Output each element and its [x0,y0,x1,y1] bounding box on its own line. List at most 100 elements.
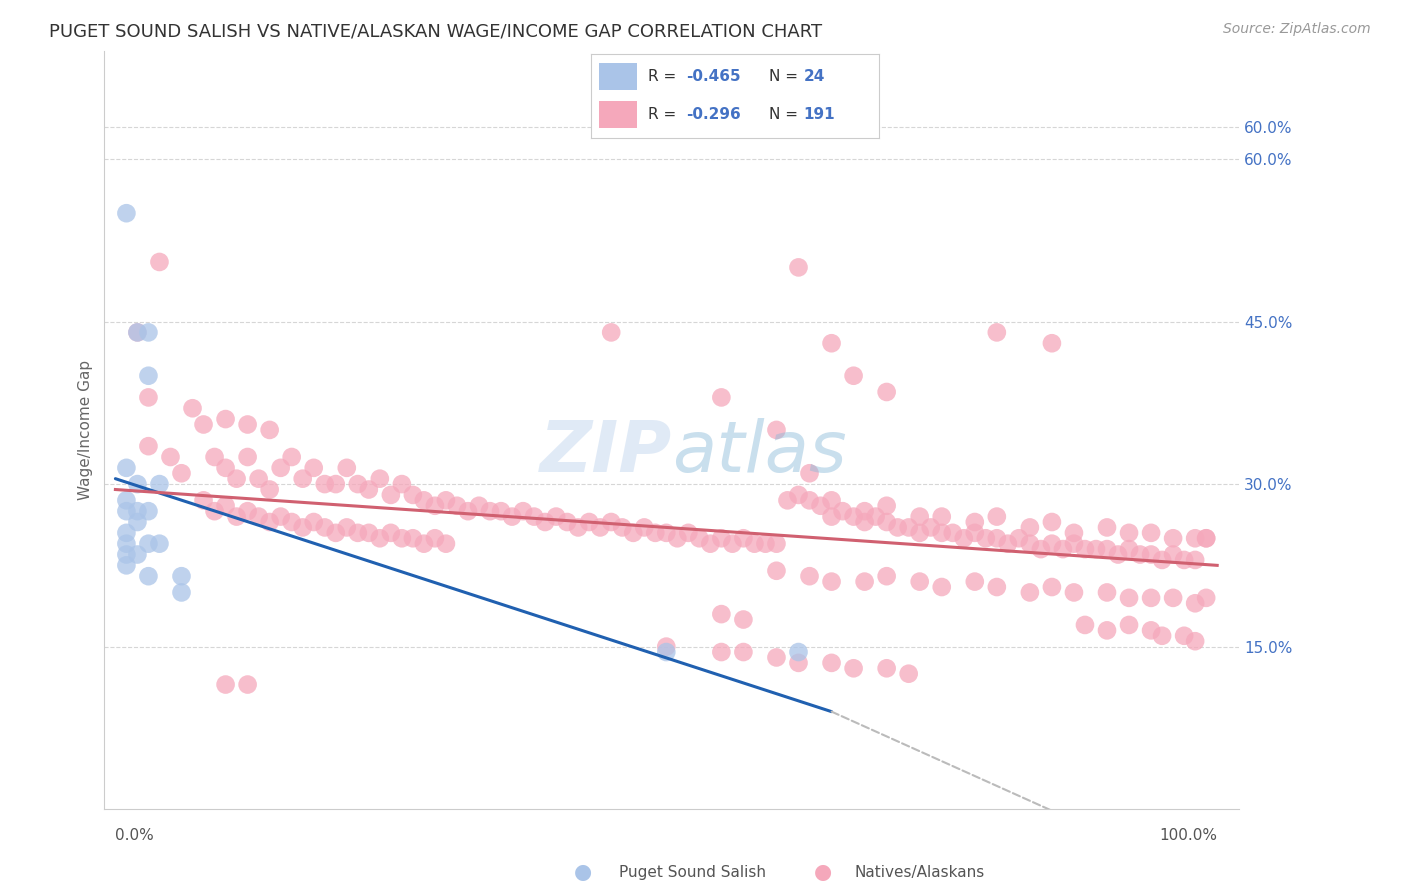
Text: -0.296: -0.296 [686,107,741,122]
Point [810,499,832,513]
Text: 191: 191 [804,107,835,122]
Text: ●: ● [575,863,592,882]
Text: Source: ZipAtlas.com: Source: ZipAtlas.com [1223,22,1371,37]
Point [1095,585,1118,599]
Text: 0.0%: 0.0% [115,828,155,843]
Point [1184,531,1206,545]
Point [1063,525,1085,540]
Point [236,504,259,518]
Point [908,509,931,524]
Point [799,493,821,508]
Point [314,520,336,534]
Point [1107,548,1129,562]
Point [876,384,898,399]
Point [1195,591,1218,605]
Point [457,504,479,518]
Point [336,520,359,534]
Text: R =: R = [648,69,682,84]
Point [765,423,787,437]
Point [1195,531,1218,545]
Point [412,493,434,508]
Point [644,525,666,540]
Point [368,472,391,486]
Point [1118,618,1140,632]
Point [247,509,270,524]
Point [721,537,744,551]
Point [170,467,193,481]
Point [468,499,491,513]
Point [633,520,655,534]
Point [236,677,259,691]
Point [1095,624,1118,638]
Point [897,666,920,681]
Point [1095,542,1118,557]
Point [1018,520,1040,534]
Point [655,645,678,659]
Point [1152,553,1174,567]
Point [270,460,292,475]
Text: PUGET SOUND SALISH VS NATIVE/ALASKAN WAGE/INCOME GAP CORRELATION CHART: PUGET SOUND SALISH VS NATIVE/ALASKAN WAG… [49,22,823,40]
Point [523,509,546,524]
Point [600,326,623,340]
Point [1040,515,1063,529]
Point [1074,542,1097,557]
Point [908,525,931,540]
Point [952,531,974,545]
Point [1161,548,1184,562]
Point [1074,618,1097,632]
Point [115,493,138,508]
Point [259,483,281,497]
Y-axis label: Wage/Income Gap: Wage/Income Gap [79,359,93,500]
Point [842,368,865,383]
Point [214,499,236,513]
Point [127,504,149,518]
Point [1008,531,1031,545]
Point [1184,596,1206,610]
Point [963,574,986,589]
Point [501,509,523,524]
Point [170,569,193,583]
Point [963,515,986,529]
Point [546,509,568,524]
Point [115,558,138,573]
Point [787,645,810,659]
Point [688,531,710,545]
Point [115,525,138,540]
Point [115,548,138,562]
Bar [599,62,637,90]
Point [974,531,997,545]
Point [214,412,236,426]
Text: Puget Sound Salish: Puget Sound Salish [619,865,766,880]
Point [589,520,612,534]
Point [787,656,810,670]
Point [148,477,170,491]
Point [193,493,215,508]
Point [1018,537,1040,551]
Point [434,537,457,551]
Text: R =: R = [648,107,682,122]
Point [820,336,842,351]
Point [181,401,204,416]
Point [612,520,634,534]
Point [302,515,325,529]
Point [1118,542,1140,557]
Point [236,417,259,432]
Point [831,504,853,518]
Point [931,580,953,594]
Point [963,525,986,540]
Point [214,677,236,691]
Point [159,450,181,464]
Point [876,515,898,529]
Point [127,477,149,491]
Point [280,450,302,464]
Text: 100.0%: 100.0% [1159,828,1218,843]
Point [380,525,402,540]
Point [765,650,787,665]
Point [412,537,434,551]
Text: -0.465: -0.465 [686,69,741,84]
Point [1118,525,1140,540]
Point [886,520,908,534]
Point [1040,336,1063,351]
Point [1040,580,1063,594]
Text: Natives/Alaskans: Natives/Alaskans [855,865,986,880]
